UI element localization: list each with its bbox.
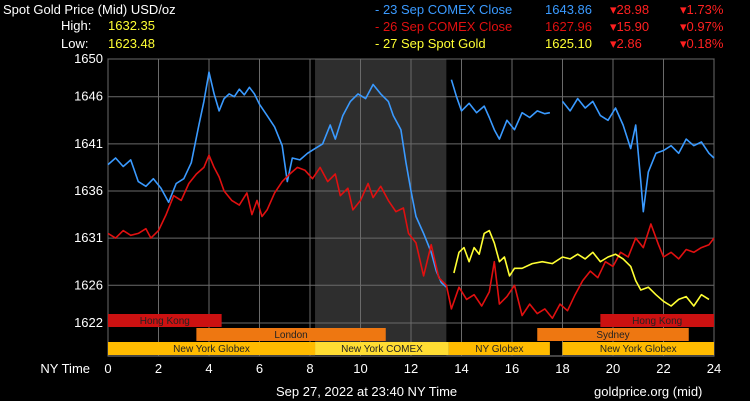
session-bar bbox=[196, 328, 386, 341]
y-tick-label: 1641 bbox=[74, 136, 103, 151]
session-label: New York Globex bbox=[600, 344, 677, 355]
low-label: Low: bbox=[61, 36, 89, 51]
timestamp: Sep 27, 2022 at 23:40 NY Time bbox=[276, 384, 458, 399]
legend-change: ▾2.86 bbox=[610, 36, 642, 51]
legend-pct: ▾0.18% bbox=[680, 36, 724, 51]
high-value: 1632.35 bbox=[108, 18, 155, 33]
x-tick-label: 14 bbox=[454, 361, 468, 376]
series-line bbox=[107, 154, 715, 320]
session-bar bbox=[448, 342, 550, 355]
legend-label: - 26 Sep COMEX Close bbox=[375, 19, 513, 34]
x-tick-label: 10 bbox=[353, 361, 367, 376]
series-line bbox=[561, 97, 715, 213]
legend-price: 1643.86 bbox=[545, 2, 592, 17]
x-tick-label: 18 bbox=[555, 361, 569, 376]
y-tick-label: 1650 bbox=[74, 51, 103, 66]
session-bar bbox=[315, 342, 449, 355]
high-label: High: bbox=[61, 18, 92, 33]
x-tick-label: 2 bbox=[155, 361, 162, 376]
session-label: London bbox=[274, 330, 307, 341]
session-bar bbox=[108, 342, 316, 355]
session-label: Hong Kong bbox=[632, 316, 682, 327]
legend-label: - 23 Sep COMEX Close bbox=[375, 2, 513, 17]
legend-change: ▾15.90 bbox=[610, 19, 650, 34]
comex-shaded-region bbox=[315, 59, 447, 356]
chart-title: Spot Gold Price (Mid) USD/oz bbox=[3, 2, 176, 17]
x-tick-label: 12 bbox=[404, 361, 418, 376]
x-tick-label: 20 bbox=[606, 361, 620, 376]
session-label: New York Globex bbox=[173, 344, 250, 355]
y-tick-label: 1631 bbox=[74, 230, 103, 245]
low-value: 1623.48 bbox=[108, 36, 155, 51]
y-tick-label: 1636 bbox=[74, 183, 103, 198]
legend-pct: ▾0.97% bbox=[680, 19, 724, 34]
y-tick-label: 1646 bbox=[74, 89, 103, 104]
x-tick-label: 6 bbox=[256, 361, 263, 376]
x-axis-label: NY Time bbox=[40, 361, 90, 376]
session-label: New York COMEX bbox=[341, 344, 423, 355]
session-bar bbox=[562, 342, 714, 355]
legend-price: 1627.96 bbox=[545, 19, 592, 34]
x-tick-label: 24 bbox=[707, 361, 721, 376]
x-tick-label: 8 bbox=[306, 361, 313, 376]
session-bar bbox=[600, 314, 714, 327]
session-label: NY Globex bbox=[475, 344, 523, 355]
legend-change: ▾28.98 bbox=[610, 2, 650, 17]
x-tick-label: 16 bbox=[505, 361, 519, 376]
series-line bbox=[107, 71, 447, 288]
source-credit: goldprice.org (mid) bbox=[594, 384, 703, 399]
x-tick-label: 0 bbox=[104, 361, 111, 376]
y-tick-label: 1626 bbox=[74, 277, 103, 292]
session-label: Sydney bbox=[596, 330, 629, 341]
legend-price: 1625.10 bbox=[545, 36, 592, 51]
session-label: Hong Kong bbox=[140, 316, 190, 327]
y-tick-label: 1622 bbox=[74, 315, 103, 330]
series-line bbox=[450, 79, 551, 140]
x-tick-label: 22 bbox=[656, 361, 670, 376]
legend-label: - 27 Sep Spot Gold bbox=[375, 36, 486, 51]
series-line bbox=[453, 229, 710, 307]
legend-pct: ▾1.73% bbox=[680, 2, 724, 17]
session-bar bbox=[108, 314, 222, 327]
session-bar bbox=[537, 328, 689, 341]
x-tick-label: 4 bbox=[205, 361, 212, 376]
